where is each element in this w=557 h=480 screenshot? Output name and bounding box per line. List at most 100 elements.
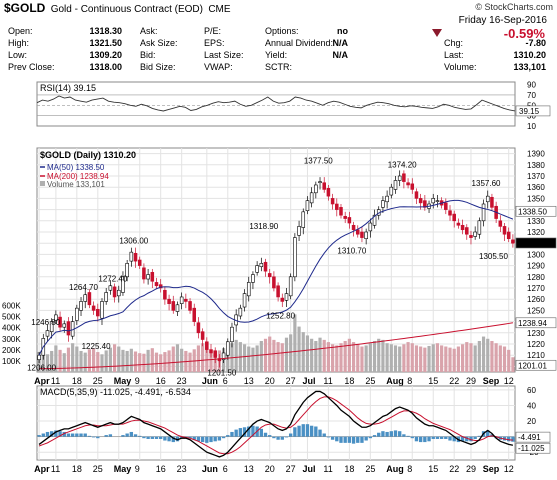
candle-body bbox=[406, 182, 410, 186]
macd-histogram-bar bbox=[418, 436, 423, 443]
x-axis-label: Aug bbox=[386, 376, 404, 386]
candle-body bbox=[100, 301, 104, 319]
candle-body bbox=[448, 210, 452, 216]
macd-last-label: -4.491 bbox=[518, 433, 541, 442]
macd-histogram-bar bbox=[217, 436, 222, 441]
volume-bar bbox=[263, 338, 268, 372]
macd-histogram-bar bbox=[356, 436, 360, 443]
macd-x-axis-label: May bbox=[114, 464, 132, 474]
macd-x-axis-label: 29 bbox=[466, 464, 476, 474]
volume-bar bbox=[117, 346, 121, 372]
x-axis-label: 18 bbox=[344, 376, 354, 386]
quote-label: Bid Size: bbox=[140, 62, 176, 72]
rsi-tick-label: 90 bbox=[527, 81, 536, 90]
quote-date: Friday 16-Sep-2016 bbox=[458, 15, 547, 26]
price-annotation: 1246.80 bbox=[31, 318, 60, 327]
macd-histogram-bar bbox=[288, 433, 293, 437]
rsi-line bbox=[36, 95, 516, 112]
macd-x-axis-label: Jun bbox=[202, 464, 218, 474]
volume-bar bbox=[477, 340, 481, 372]
volume-tick-label: 400K bbox=[2, 324, 21, 333]
macd-histogram-bar bbox=[272, 436, 276, 439]
candle-body bbox=[381, 200, 385, 208]
macd-histogram-bar bbox=[79, 433, 83, 437]
macd-last-box bbox=[515, 442, 551, 454]
macd-histogram-bar bbox=[200, 436, 205, 443]
candle-body bbox=[221, 352, 226, 360]
x-axis-label: 16 bbox=[156, 376, 166, 386]
macd-histogram-bar bbox=[423, 436, 427, 443]
volume-bar bbox=[58, 349, 62, 372]
candle-body bbox=[335, 203, 339, 210]
macd-histogram-bar bbox=[129, 431, 134, 437]
macd-histogram-bar bbox=[154, 436, 159, 439]
macd-histogram-bar bbox=[268, 435, 272, 437]
rsi-tick-label: 10 bbox=[527, 122, 536, 131]
macd-line bbox=[38, 390, 514, 458]
quote-label: Open: bbox=[8, 26, 33, 36]
quote-value: 133,101 bbox=[513, 62, 546, 72]
macd-x-axis-label: 18 bbox=[72, 464, 82, 474]
volume-bar bbox=[188, 352, 192, 372]
macd-histogram-bar bbox=[159, 436, 163, 439]
macd-histogram-bar bbox=[49, 431, 54, 437]
macd-x-axis-label: 25 bbox=[93, 464, 103, 474]
x-axis-label: 15 bbox=[428, 376, 438, 386]
rsi-legend: RSI(14) 39.15 bbox=[40, 83, 96, 93]
price-tick-label: 1300 bbox=[527, 250, 545, 259]
price-annotation: 1357.60 bbox=[472, 179, 501, 188]
volume-bar bbox=[251, 347, 255, 372]
macd-histogram-bar bbox=[133, 434, 138, 437]
volume-bar bbox=[276, 342, 280, 372]
price-tick-label: 1380 bbox=[527, 161, 545, 170]
candle-body bbox=[196, 322, 201, 334]
macd-histogram-bar bbox=[230, 431, 234, 437]
volume-bar bbox=[440, 345, 444, 372]
candle-body bbox=[54, 314, 58, 321]
candle-body bbox=[79, 301, 83, 311]
macd-histogram-bar bbox=[146, 436, 150, 439]
volume-bar bbox=[486, 338, 490, 372]
macd-legend: MACD(5,35,9) -11.025, -4.491, -6.534 bbox=[40, 387, 191, 397]
x-axis-label: 20 bbox=[265, 376, 275, 386]
macd-histogram-bar bbox=[234, 429, 238, 437]
candle-body bbox=[309, 192, 314, 204]
macd-histogram-bar bbox=[377, 432, 381, 437]
quote-value: 1318.00 bbox=[89, 62, 122, 72]
volume-bar bbox=[92, 348, 96, 372]
price-tick-label: 1360 bbox=[527, 183, 545, 192]
macd-histogram-bar bbox=[58, 431, 62, 437]
quote-label: Volume: bbox=[444, 62, 477, 72]
candle-body bbox=[226, 341, 230, 356]
price-annotation: 1377.50 bbox=[304, 157, 333, 166]
candle-body bbox=[339, 207, 343, 216]
macd-histogram-bar bbox=[41, 433, 45, 437]
ma200-legend: MA(200) 1238.94 bbox=[47, 172, 109, 181]
macd-histogram-bar bbox=[398, 431, 402, 437]
volume-bar bbox=[54, 345, 58, 372]
macd-histogram-bar bbox=[276, 436, 280, 440]
macd-histogram-bar bbox=[175, 436, 180, 442]
volume-bar bbox=[377, 338, 381, 372]
volume-bar bbox=[112, 344, 117, 372]
volume-bar bbox=[79, 350, 83, 372]
macd-x-axis-label: Aug bbox=[386, 464, 404, 474]
macd-histogram-bar bbox=[121, 435, 125, 437]
candle-body bbox=[330, 198, 335, 205]
macd-histogram-bar bbox=[171, 436, 175, 443]
candle-body bbox=[184, 298, 188, 302]
candle-body bbox=[62, 323, 67, 328]
volume-bar bbox=[163, 352, 167, 372]
volume-legend: Volume 133,101 bbox=[47, 180, 105, 189]
symbol-description: Gold - Continuous Contract (EOD) bbox=[50, 4, 203, 15]
volume-bar bbox=[490, 340, 494, 372]
price-annotation: 1206.00 bbox=[27, 364, 56, 373]
candle-body bbox=[146, 274, 150, 280]
price-tick-label: 1390 bbox=[527, 150, 545, 159]
volume-bar bbox=[121, 349, 125, 372]
volume-bar bbox=[201, 343, 205, 372]
volume-bar bbox=[83, 352, 87, 372]
volume-bar bbox=[171, 346, 175, 372]
x-axis-label: 29 bbox=[466, 376, 476, 386]
volume-bar bbox=[305, 335, 310, 372]
